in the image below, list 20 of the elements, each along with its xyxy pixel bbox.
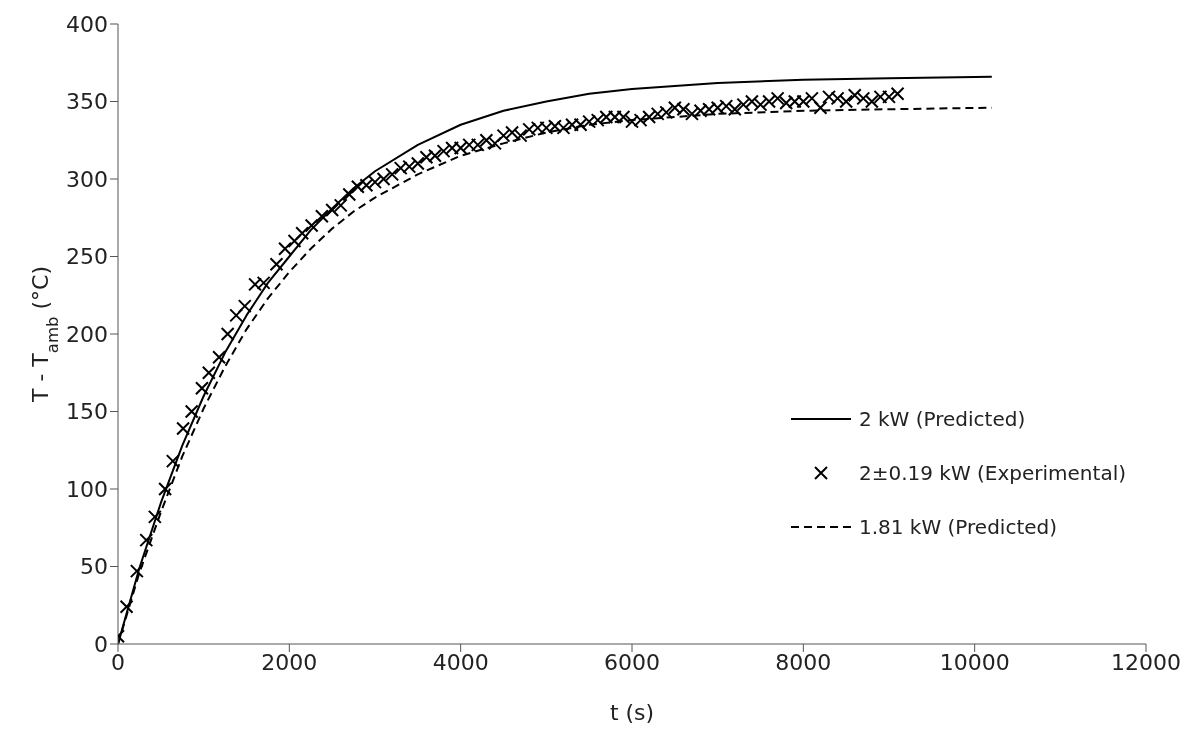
x-tick-label: 4000 bbox=[432, 649, 489, 675]
x-tick-label: 6000 bbox=[604, 649, 660, 675]
x-tick-label: 10000 bbox=[939, 649, 1010, 675]
legend-label: 2 kW (Predicted) bbox=[858, 407, 1026, 431]
legend-label: 2±0.19 kW (Experimental) bbox=[858, 461, 1126, 485]
y-tick-label: 200 bbox=[66, 321, 108, 347]
legend-label: 1.81 kW (Predicted) bbox=[858, 515, 1058, 539]
x-tick-label: 0 bbox=[111, 649, 125, 675]
y-tick-label: 400 bbox=[66, 11, 108, 37]
y-tick-label: 150 bbox=[66, 399, 108, 425]
y-tick-label: 250 bbox=[66, 244, 108, 270]
y-tick-label: 300 bbox=[66, 166, 108, 192]
x-tick-label: 8000 bbox=[775, 649, 832, 675]
y-tick-label: 0 bbox=[94, 631, 108, 657]
y-tick-label: 50 bbox=[80, 554, 108, 580]
x-axis-title: t (s) bbox=[609, 700, 655, 725]
y-tick-label: 350 bbox=[66, 89, 108, 115]
y-tick-label: 100 bbox=[66, 476, 108, 502]
x-tick-label: 12000 bbox=[1111, 649, 1181, 675]
x-tick-label: 2000 bbox=[261, 649, 318, 675]
